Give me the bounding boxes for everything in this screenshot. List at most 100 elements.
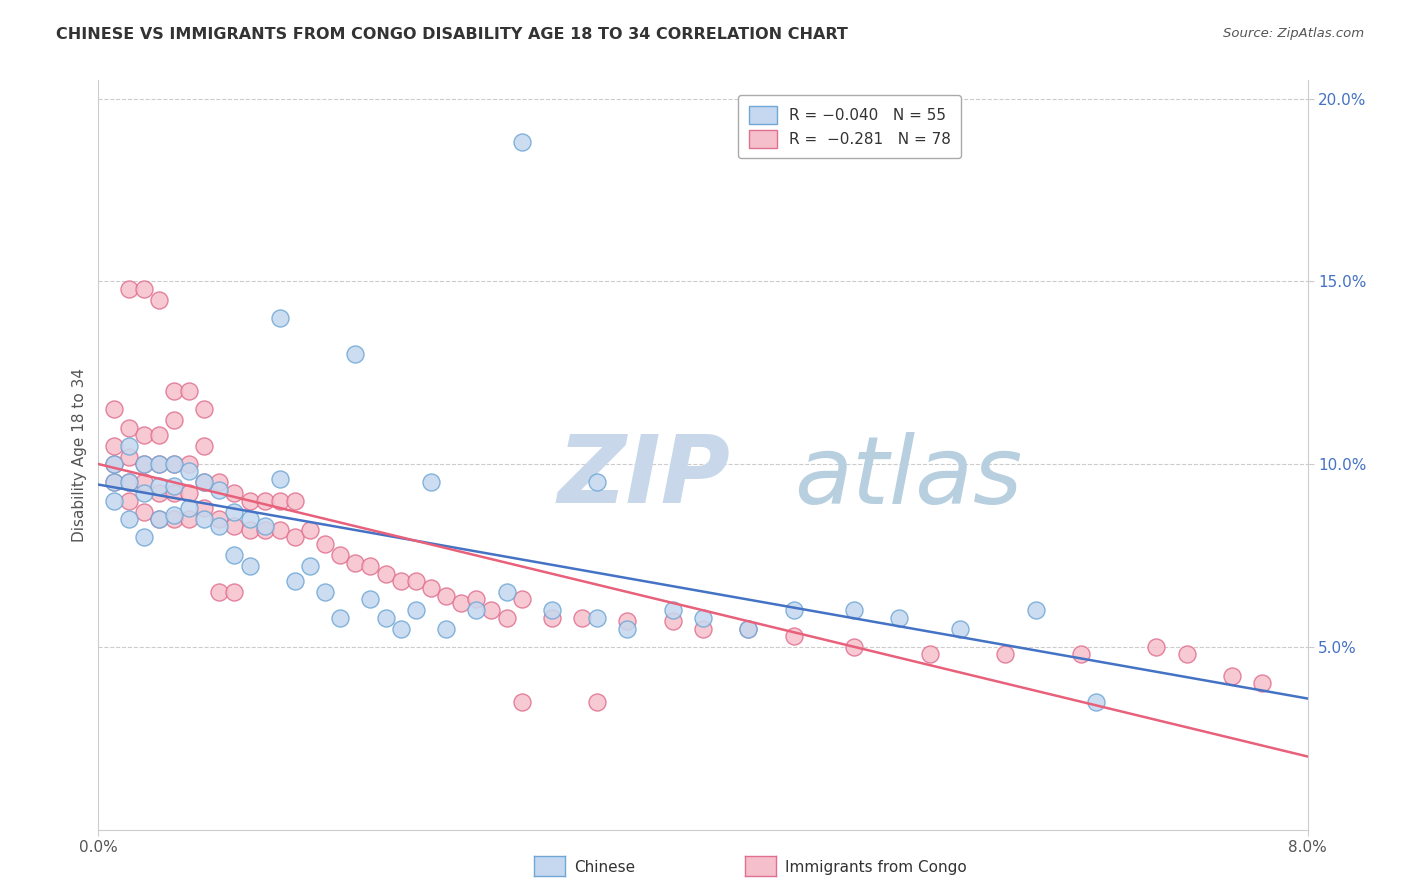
Point [269, 493, 291, 508]
Point [239, 493, 262, 508]
Point [179, 464, 201, 478]
Text: atlas: atlas [793, 432, 1022, 523]
Point [132, 457, 155, 471]
Point [163, 479, 186, 493]
Point [1175, 647, 1198, 661]
Point [132, 475, 155, 490]
Point [224, 585, 246, 599]
Point [994, 647, 1017, 661]
Point [299, 559, 322, 574]
Point [179, 457, 201, 471]
Point [179, 500, 201, 515]
Point [132, 282, 155, 296]
Point [163, 508, 186, 523]
Point [118, 282, 141, 296]
Point [163, 486, 186, 500]
Point [495, 585, 517, 599]
Point [1146, 640, 1168, 654]
Point [118, 475, 141, 490]
Text: Source: ZipAtlas.com: Source: ZipAtlas.com [1223, 27, 1364, 40]
Point [465, 603, 488, 617]
Point [783, 629, 806, 643]
Point [692, 610, 714, 624]
Point [193, 475, 215, 490]
Point [329, 549, 352, 563]
Point [193, 439, 215, 453]
Point [118, 493, 141, 508]
Legend: R = −0.040   N = 55, R =  −0.281   N = 78: R = −0.040 N = 55, R = −0.281 N = 78 [738, 95, 962, 158]
Point [389, 574, 412, 588]
Point [284, 574, 307, 588]
Point [224, 486, 246, 500]
Point [586, 610, 609, 624]
Point [329, 610, 352, 624]
Point [239, 559, 262, 574]
Point [918, 647, 941, 661]
Point [1070, 647, 1092, 661]
Point [737, 622, 759, 636]
Point [344, 347, 367, 361]
Text: ZIP: ZIP [558, 432, 731, 524]
Point [224, 549, 246, 563]
Point [465, 592, 488, 607]
Point [193, 500, 215, 515]
Point [118, 512, 141, 526]
Point [844, 603, 866, 617]
Point [132, 427, 155, 442]
Point [405, 574, 427, 588]
Point [163, 457, 186, 471]
Point [450, 596, 472, 610]
Point [374, 566, 396, 581]
Point [103, 439, 125, 453]
Point [132, 457, 155, 471]
Point [374, 610, 396, 624]
Point [495, 610, 517, 624]
Point [510, 695, 533, 709]
Point [949, 622, 972, 636]
Point [239, 512, 262, 526]
Point [661, 614, 683, 628]
Point [481, 603, 503, 617]
Point [132, 505, 155, 519]
Point [118, 420, 141, 434]
Point [405, 603, 427, 617]
Point [540, 610, 562, 624]
Point [208, 475, 231, 490]
Point [118, 439, 141, 453]
Point [844, 640, 866, 654]
Point [434, 589, 457, 603]
Point [118, 475, 141, 490]
Point [148, 486, 170, 500]
Point [193, 512, 215, 526]
Y-axis label: Disability Age 18 to 34: Disability Age 18 to 34 [72, 368, 87, 542]
Point [179, 512, 201, 526]
Point [314, 585, 336, 599]
Point [163, 413, 186, 427]
Point [103, 475, 125, 490]
Point [737, 622, 759, 636]
Point [269, 523, 291, 537]
Point [889, 610, 911, 624]
Point [360, 559, 382, 574]
Point [510, 592, 533, 607]
Point [661, 603, 683, 617]
Point [103, 475, 125, 490]
Point [208, 519, 231, 533]
Text: CHINESE VS IMMIGRANTS FROM CONGO DISABILITY AGE 18 TO 34 CORRELATION CHART: CHINESE VS IMMIGRANTS FROM CONGO DISABIL… [56, 27, 848, 42]
Point [148, 479, 170, 493]
Point [148, 512, 170, 526]
Point [163, 512, 186, 526]
Point [540, 603, 562, 617]
Point [420, 475, 443, 490]
Point [193, 402, 215, 417]
Point [299, 523, 322, 537]
Point [103, 457, 125, 471]
Point [344, 556, 367, 570]
Point [163, 457, 186, 471]
Point [616, 622, 638, 636]
Point [103, 493, 125, 508]
Point [284, 530, 307, 544]
Point [103, 402, 125, 417]
Point [510, 136, 533, 150]
Point [148, 427, 170, 442]
